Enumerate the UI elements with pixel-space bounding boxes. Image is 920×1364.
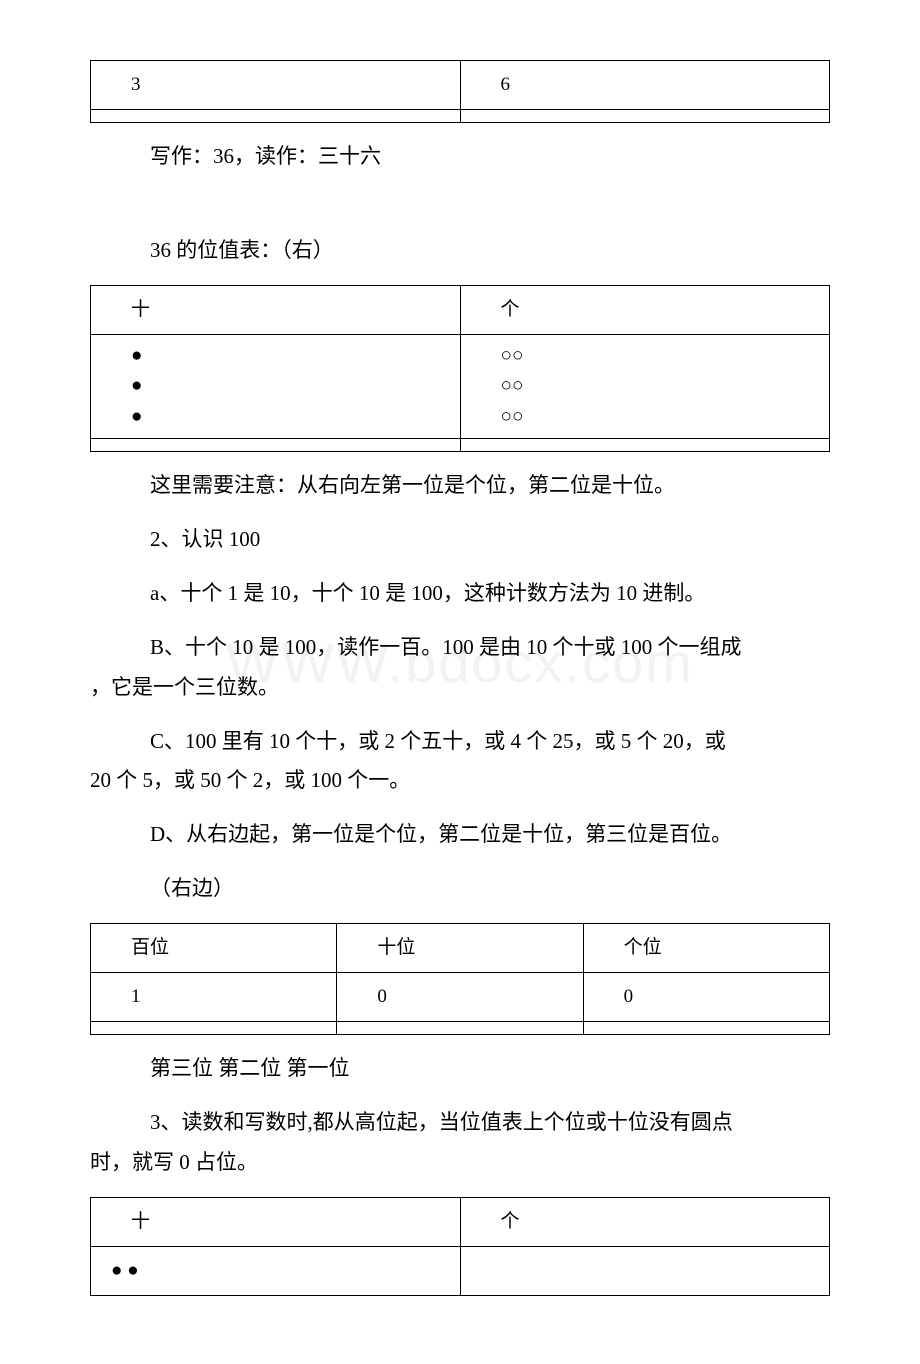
cell-t3-b-c2: 0 bbox=[337, 973, 583, 1022]
cell-t1-r2-c2 bbox=[460, 110, 830, 123]
cell-t1-r1-c2: 6 bbox=[460, 61, 830, 110]
table-row: ● ● bbox=[91, 1247, 830, 1296]
para-positions: 第三位 第二位 第一位 bbox=[150, 1049, 830, 1089]
cell-t2-b-c1: ● ● ● bbox=[91, 334, 461, 438]
para-c-line1: C、100 里有 10 个十，或 2 个五十，或 4 个 25，或 5 个 20… bbox=[90, 722, 830, 762]
cell-t4-h-c1: 十 bbox=[91, 1198, 461, 1247]
para-3-wrap: 3、读数和写数时,都从高位起，当位值表上个位或十位没有圆点 时，就写 0 占位。 bbox=[90, 1103, 830, 1183]
table-row: ● ● ● ○○ ○○ ○○ bbox=[91, 334, 830, 438]
cell-t2-b-c2: ○○ ○○ ○○ bbox=[460, 334, 830, 438]
para-right: （右边） bbox=[150, 869, 830, 909]
cell-t1-r2-c1 bbox=[91, 110, 461, 123]
cell-t3-e-c2 bbox=[337, 1022, 583, 1035]
table-top-36: 3 6 bbox=[90, 60, 830, 123]
cell-t3-h-c2: 十位 bbox=[337, 924, 583, 973]
table-row bbox=[91, 1022, 830, 1035]
para-3-line1: 3、读数和写数时,都从高位起，当位值表上个位或十位没有圆点 bbox=[90, 1103, 830, 1143]
para-d: D、从右边起，第一位是个位，第二位是十位，第三位是百位。 bbox=[150, 815, 830, 855]
para-3-line2: 时，就写 0 占位。 bbox=[90, 1143, 830, 1183]
cell-t2-h-c1: 十 bbox=[91, 285, 461, 334]
table-row: 3 6 bbox=[91, 61, 830, 110]
cell-t3-e-c1 bbox=[91, 1022, 337, 1035]
para-b-line1: B、十个 10 是 100，读作一百。100 是由 10 个十或 100 个一组… bbox=[90, 628, 830, 668]
cell-t4-b-c2 bbox=[460, 1247, 830, 1296]
para-placevalue-title: 36 的位值表：（右） bbox=[150, 231, 830, 271]
cell-t4-b-c1: ● ● bbox=[91, 1247, 461, 1296]
cell-t3-b-c1: 1 bbox=[91, 973, 337, 1022]
para-a: a、十个 1 是 10，十个 10 是 100，这种计数方法为 10 进制。 bbox=[150, 574, 830, 614]
table-placevalue-36: 十 个 ● ● ● ○○ ○○ ○○ bbox=[90, 285, 830, 452]
table-100-places: 百位 十位 个位 1 0 0 bbox=[90, 923, 830, 1035]
cell-t2-e-c2 bbox=[460, 439, 830, 452]
cell-t2-h-c2: 个 bbox=[460, 285, 830, 334]
table-row bbox=[91, 110, 830, 123]
cell-t3-h-c3: 个位 bbox=[583, 924, 829, 973]
para-c-wrap: C、100 里有 10 个十，或 2 个五十，或 4 个 25，或 5 个 20… bbox=[90, 722, 830, 802]
cell-t2-e-c1 bbox=[91, 439, 461, 452]
table-row: 1 0 0 bbox=[91, 973, 830, 1022]
cell-t3-e-c3 bbox=[583, 1022, 829, 1035]
cell-t3-h-c1: 百位 bbox=[91, 924, 337, 973]
cell-t3-b-c3: 0 bbox=[583, 973, 829, 1022]
para-b-wrap: B、十个 10 是 100，读作一百。100 是由 10 个十或 100 个一组… bbox=[90, 628, 830, 708]
table-row: 十 个 bbox=[91, 1198, 830, 1247]
cell-t4-h-c2: 个 bbox=[460, 1198, 830, 1247]
para-c-line2: 20 个 5，或 50 个 2，或 100 个一。 bbox=[90, 761, 830, 801]
table-zero-placeholder: 十 个 ● ● bbox=[90, 1197, 830, 1296]
cell-t1-r1-c1: 3 bbox=[91, 61, 461, 110]
para-b-line2: ，它是一个三位数。 bbox=[90, 668, 830, 708]
para-note-rtl: 这里需要注意：从右向左第一位是个位，第二位是十位。 bbox=[150, 466, 830, 506]
para-heading-100: 2、认识 100 bbox=[150, 520, 830, 560]
para-write-read: 写作：36，读作：三十六 bbox=[150, 137, 830, 177]
table-row: 十 个 bbox=[91, 285, 830, 334]
table-row: 百位 十位 个位 bbox=[91, 924, 830, 973]
table-row bbox=[91, 439, 830, 452]
